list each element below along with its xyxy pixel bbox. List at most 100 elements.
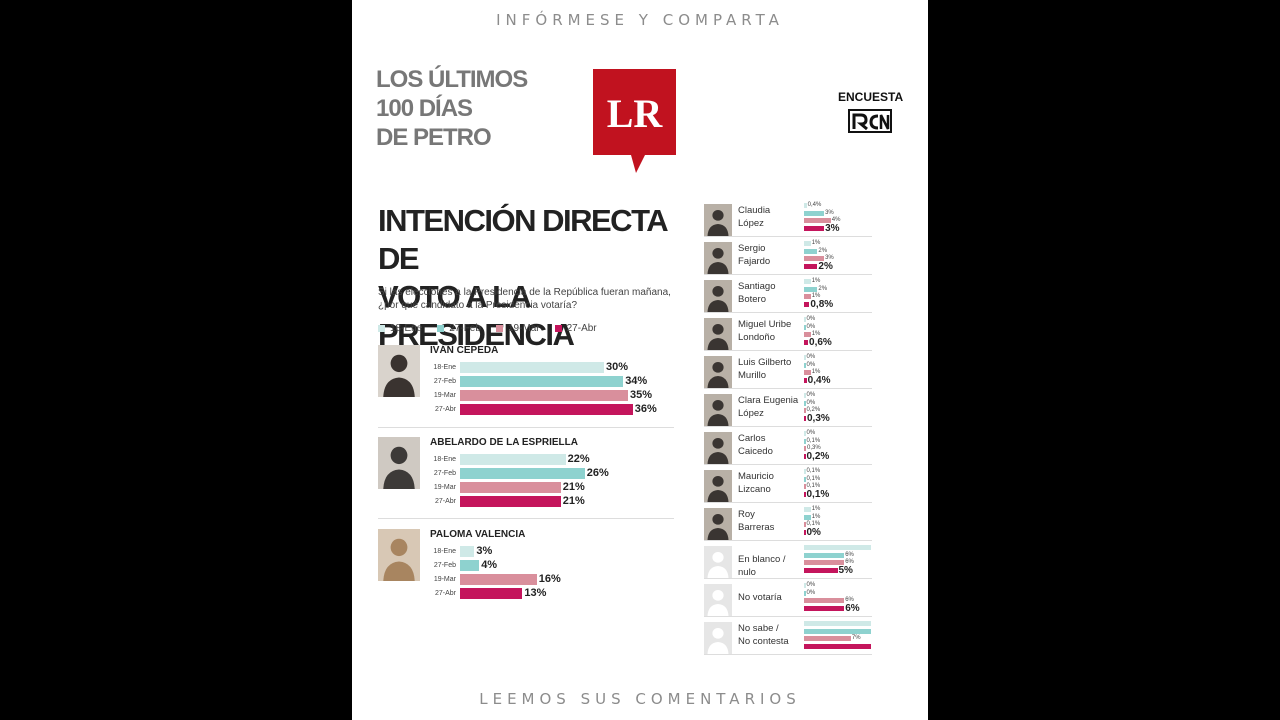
candidate-name: PALOMA VALENCIA — [430, 529, 526, 540]
mini-bar — [804, 514, 811, 520]
name-line: Luis Gilberto — [738, 357, 792, 368]
bar — [460, 468, 585, 479]
name-line: Miguel Uribe — [738, 319, 792, 330]
candidate-thumb — [704, 356, 732, 388]
mini-bar — [804, 545, 871, 550]
date-label: 27-Abr — [434, 498, 456, 505]
name-line: Caicedo — [738, 446, 773, 457]
mini-value-label: 0% — [806, 361, 816, 368]
date-label: 19-Mar — [433, 576, 456, 583]
mini-bar — [804, 491, 806, 497]
person-icon — [704, 470, 732, 502]
candidate-name: Santiago Botero — [738, 280, 804, 306]
mini-value-label: 1% — [811, 278, 821, 284]
mini-value-label: 6% — [845, 559, 854, 565]
mini-bar-chart: 6% 6% 5% — [804, 541, 872, 577]
value-label: 4% — [481, 559, 498, 571]
person-icon — [378, 345, 420, 397]
bar — [460, 574, 537, 585]
mini-bar-chart: 7% — [804, 617, 872, 653]
mini-value-label: 1% — [811, 513, 821, 520]
mini-bar — [804, 355, 806, 360]
mini-value-label: 0% — [806, 392, 816, 398]
mini-value-label: 0,1% — [806, 437, 821, 444]
legend-item: 27-Feb — [437, 323, 481, 334]
name-line: López — [738, 218, 764, 229]
mini-bar — [804, 324, 806, 330]
mini-bar — [804, 256, 825, 261]
legend-item: 19-Mar — [495, 323, 540, 334]
mini-bar — [804, 552, 845, 558]
date-label: 19-Mar — [433, 392, 456, 399]
mini-bar — [804, 210, 825, 216]
person-icon — [704, 394, 732, 426]
avatar-placeholder-icon — [704, 622, 732, 654]
person-icon — [378, 437, 420, 489]
mini-value-label: 0,1% — [806, 521, 821, 527]
candidate-thumb — [704, 432, 732, 464]
name-line: Murillo — [738, 370, 766, 381]
mini-bar — [804, 301, 810, 307]
candidate-thumb — [704, 394, 732, 426]
mini-bar — [804, 377, 807, 383]
legend-item: 27-Abr — [554, 323, 597, 334]
mini-bar — [804, 415, 806, 421]
mini-bar — [804, 560, 845, 565]
bar — [460, 404, 633, 415]
value-label: 16% — [538, 573, 561, 585]
other-candidate-row: No sabe / No contesta 7% — [704, 617, 872, 655]
date-label: 19-Mar — [433, 484, 456, 491]
infographic-panel: INFÓRMESE Y COMPARTA LOS ÚLTIMOS 100 DÍA… — [352, 0, 928, 720]
mini-bar — [804, 400, 806, 406]
candidate-name: No sabe / No contesta — [738, 622, 804, 648]
mini-bar — [804, 279, 811, 284]
divider — [378, 427, 674, 428]
mini-value-label: 3% — [825, 209, 834, 216]
bottom-tagline: LEEMOS SUS COMENTARIOS — [479, 690, 801, 708]
mini-bar — [804, 529, 806, 535]
mini-value-label: 0% — [806, 354, 816, 360]
mini-bar-chart: 1% 2% 1% 0,8% — [804, 275, 872, 311]
bar — [460, 362, 604, 373]
date-label: 18-Ene — [433, 548, 456, 555]
mini-bar — [804, 218, 831, 223]
mini-bar — [804, 332, 811, 337]
value-label: 26% — [586, 467, 609, 479]
question-line: ¿por qué candidato a la Presidencia vota… — [378, 300, 578, 311]
bar — [460, 546, 475, 557]
mini-bar — [804, 248, 818, 254]
other-candidate-row: Roy Barreras 1% 1% 0,1% 0% — [704, 503, 872, 541]
candidate-name: Miguel Uribe Londoño — [738, 318, 804, 344]
section-heading: LOS ÚLTIMOS 100 DÍAS DE PETRO — [376, 65, 536, 152]
mini-value-label: 0,3% — [807, 445, 821, 451]
mini-bar — [804, 469, 806, 474]
person-icon — [704, 280, 732, 312]
other-candidate-row: Miguel Uribe Londoño 0% 0% 1% 0,6% — [704, 313, 872, 351]
lr-logo: LR — [593, 69, 676, 173]
mini-bar — [804, 484, 806, 489]
mini-value-label: 6% — [845, 551, 854, 558]
rcn-logo-icon — [848, 109, 892, 133]
mini-bar — [804, 408, 806, 413]
mini-value-label: 0,1% — [806, 483, 821, 489]
mini-value-label: 0% — [806, 589, 816, 596]
mini-bar — [804, 225, 825, 231]
name-line: López — [738, 408, 764, 419]
chart-title-line: INTENCIÓN DIRECTA DE — [378, 203, 667, 276]
mini-value-label: 2% — [818, 285, 828, 292]
divider — [704, 616, 872, 617]
mini-value-label: 0% — [806, 399, 816, 406]
mini-bar — [804, 393, 806, 398]
mini-value-label: 5% — [838, 564, 853, 576]
mini-bar — [804, 431, 806, 436]
name-line: No contesta — [738, 636, 789, 647]
mini-bar — [804, 628, 871, 634]
survey-badge: ENCUESTA — [838, 90, 903, 133]
date-label: 27-Feb — [433, 562, 456, 569]
mini-value-label: 0% — [806, 323, 816, 330]
other-candidate-row: Carlos Caicedo 0% 0,1% 0,3% 0,2% — [704, 427, 872, 465]
mini-bar — [804, 583, 806, 588]
legend-label: 18-Ene — [390, 323, 423, 334]
mini-value-label: 2% — [818, 260, 833, 272]
other-candidate-row: Luis Gilberto Murillo 0% 0% 1% 0,4% — [704, 351, 872, 389]
